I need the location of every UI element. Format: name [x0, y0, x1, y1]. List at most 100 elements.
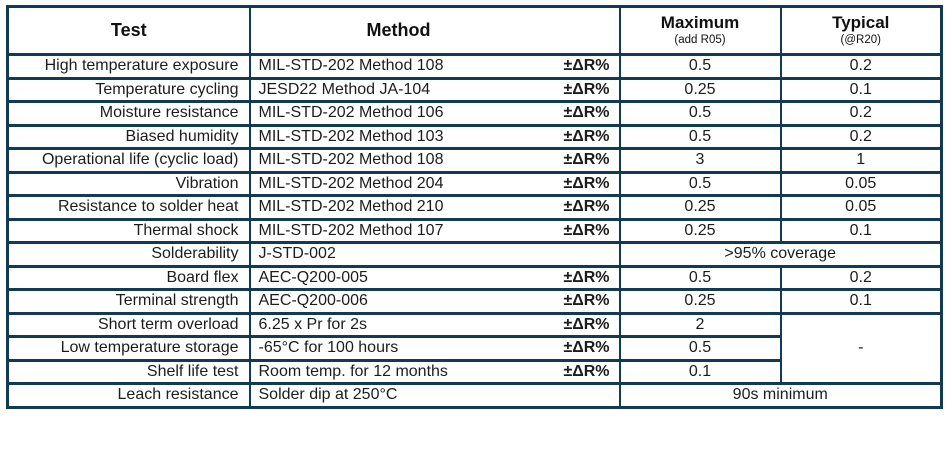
test-name-cell: Solderability — [6, 241, 251, 268]
test-name-cell: Biased humidity — [6, 123, 251, 150]
method-cell: MIL-STD-202 Method 106 ±ΔR% — [248, 100, 621, 127]
method-cell-content: Room temp. for 12 months ±ΔR% — [251, 363, 619, 381]
method-cell-content: MIL-STD-202 Method 103 ±ΔR% — [251, 128, 619, 146]
typical-value-cell: - — [779, 311, 943, 385]
method-cell: -65°C for 100 hours ±ΔR% — [248, 335, 621, 362]
test-name-cell: Vibration — [6, 170, 251, 197]
col-header-method: Method — [248, 5, 621, 56]
typical-value-cell: 0.2 — [779, 264, 943, 291]
qualification-test-table: Test Method Maximum (add R05) Typical (@… — [6, 5, 943, 409]
method-cell-content: MIL-STD-202 Method 106 ±ΔR% — [251, 104, 619, 122]
table-row: Leach resistance Solder dip at 250°C 90s m… — [6, 382, 943, 409]
col-header-maximum: Maximum (add R05) — [618, 5, 782, 56]
maximum-value-cell: 2 — [618, 311, 782, 338]
method-cell: AEC-Q200-005 ±ΔR% — [248, 264, 621, 291]
typical-value-cell: 0.1 — [779, 217, 943, 244]
method-cell: J-STD-002 — [248, 241, 621, 268]
method-cell-content: JESD22 Method JA-104 ±ΔR% — [251, 81, 619, 99]
table-row: Thermal shock MIL-STD-202 Method 107 ±ΔR% 0… — [6, 217, 943, 244]
method-cell: MIL-STD-202 Method 108 ±ΔR% — [248, 53, 621, 80]
typical-value-cell: 0.1 — [779, 288, 943, 315]
delta-r-label: ±ΔR% — [563, 57, 610, 75]
delta-r-label: ±ΔR% — [563, 151, 610, 169]
method-text: MIL-STD-202 Method 108 — [258, 57, 444, 75]
table-row: Operational life (cyclic load) MIL-STD-20… — [6, 147, 943, 174]
delta-r-label: ±ΔR% — [563, 174, 610, 192]
test-name-cell: Board flex — [6, 264, 251, 291]
table-row: Moisture resistance MIL-STD-202 Method 10… — [6, 100, 943, 127]
typical-value-cell: 0.05 — [779, 194, 943, 221]
maximum-sublabel: (add R05) — [674, 33, 726, 46]
maximum-value-cell: 0.25 — [618, 288, 782, 315]
table-row: Low temperature storage -65°C for 100 hou… — [6, 335, 942, 362]
table-row: Vibration MIL-STD-202 Method 204 ±ΔR% 0.5 0.… — [6, 170, 943, 197]
test-name-cell: Low temperature storage — [6, 335, 251, 362]
delta-r-label: ±ΔR% — [563, 339, 610, 357]
test-name-cell: Resistance to solder heat — [6, 194, 251, 221]
delta-r-label: ±ΔR% — [563, 127, 610, 145]
header-row: Test Method Maximum (add R05) Typical (@… — [6, 5, 943, 56]
method-text: MIL-STD-202 Method 210 — [258, 198, 444, 216]
method-cell-content: AEC-Q200-005 ±ΔR% — [251, 269, 619, 287]
table-row: Resistance to solder heat MIL-STD-202 Met… — [6, 194, 943, 221]
table-row: Solderability J-STD-002 >95% coverage — [6, 241, 943, 268]
test-name-cell: Terminal strength — [6, 288, 251, 315]
method-text: AEC-Q200-005 — [258, 268, 368, 286]
typical-value-cell: 0.1 — [779, 76, 943, 103]
method-cell-content: MIL-STD-202 Method 108 ±ΔR% — [251, 57, 619, 75]
test-name-cell: Temperature cycling — [6, 76, 251, 103]
test-name-cell: Moisture resistance — [6, 100, 251, 127]
col-header-test: Test — [6, 5, 251, 56]
table-row: Board flex AEC-Q200-005 ±ΔR% 0.5 0.2 — [6, 264, 943, 291]
method-cell-content: 6.25 x Pr for 2s ±ΔR% — [251, 316, 619, 334]
typical-sublabel: (@R20) — [840, 33, 881, 46]
typical-value-cell: 0.05 — [779, 170, 943, 197]
maximum-value-cell: 0.1 — [618, 358, 782, 385]
test-name-cell: High temperature exposure — [6, 53, 251, 80]
method-text: MIL-STD-202 Method 108 — [258, 151, 444, 169]
table-row: Terminal strength AEC-Q200-006 ±ΔR% 0.25 0.1 — [6, 288, 943, 315]
maximum-value-cell: 0.5 — [618, 264, 782, 291]
method-cell-content: J-STD-002 — [251, 245, 619, 263]
merged-value-cell: 90s minimum — [618, 382, 943, 409]
delta-r-label: ±ΔR% — [563, 268, 610, 286]
delta-r-label: ±ΔR% — [563, 315, 610, 333]
table-row: Biased humidity MIL-STD-202 Method 103 ±ΔR… — [6, 123, 943, 150]
method-cell: Solder dip at 250°C — [248, 382, 621, 409]
method-cell-content: -65°C for 100 hours ±ΔR% — [251, 339, 619, 357]
table-body: High temperature exposure MIL-STD-202 Met… — [6, 53, 943, 409]
method-cell-content: MIL-STD-202 Method 204 ±ΔR% — [251, 175, 619, 193]
method-text: J-STD-002 — [258, 245, 336, 263]
method-cell-content: AEC-Q200-006 ±ΔR% — [251, 292, 619, 310]
method-cell: MIL-STD-202 Method 204 ±ΔR% — [248, 170, 621, 197]
method-cell: Room temp. for 12 months ±ΔR% — [248, 358, 621, 385]
test-name-cell: Shelf life test — [6, 358, 251, 385]
method-cell: 6.25 x Pr for 2s ±ΔR% — [248, 311, 621, 338]
method-text: -65°C for 100 hours — [258, 339, 399, 357]
method-cell: MIL-STD-202 Method 108 ±ΔR% — [248, 147, 621, 174]
typical-value-cell: 1 — [779, 147, 943, 174]
typical-value-cell: 0.2 — [779, 123, 943, 150]
delta-r-label: ±ΔR% — [563, 80, 610, 98]
method-text: Room temp. for 12 months — [258, 362, 448, 380]
method-text: MIL-STD-202 Method 204 — [258, 174, 444, 192]
maximum-value-cell: 0.5 — [618, 335, 782, 362]
method-cell: AEC-Q200-006 ±ΔR% — [248, 288, 621, 315]
maximum-label: Maximum — [660, 13, 740, 33]
maximum-value-cell: 0.25 — [618, 217, 782, 244]
maximum-value-cell: 0.5 — [618, 53, 782, 80]
test-name-cell: Leach resistance — [6, 382, 251, 409]
table-row: High temperature exposure MIL-STD-202 Met… — [6, 53, 943, 80]
maximum-value-cell: 0.5 — [618, 123, 782, 150]
method-text: MIL-STD-202 Method 106 — [258, 104, 444, 122]
method-text: Solder dip at 250°C — [258, 386, 398, 404]
table-row: Short term overload 6.25 x Pr for 2s ±ΔR% 2… — [6, 311, 943, 385]
delta-r-label: ±ΔR% — [563, 221, 610, 239]
method-text: JESD22 Method JA-104 — [258, 80, 431, 98]
maximum-value-cell: 0.25 — [618, 194, 782, 221]
method-cell-content: MIL-STD-202 Method 108 ±ΔR% — [251, 151, 619, 169]
method-cell: MIL-STD-202 Method 107 ±ΔR% — [248, 217, 621, 244]
delta-r-label: ±ΔR% — [563, 198, 610, 216]
method-cell: MIL-STD-202 Method 103 ±ΔR% — [248, 123, 621, 150]
